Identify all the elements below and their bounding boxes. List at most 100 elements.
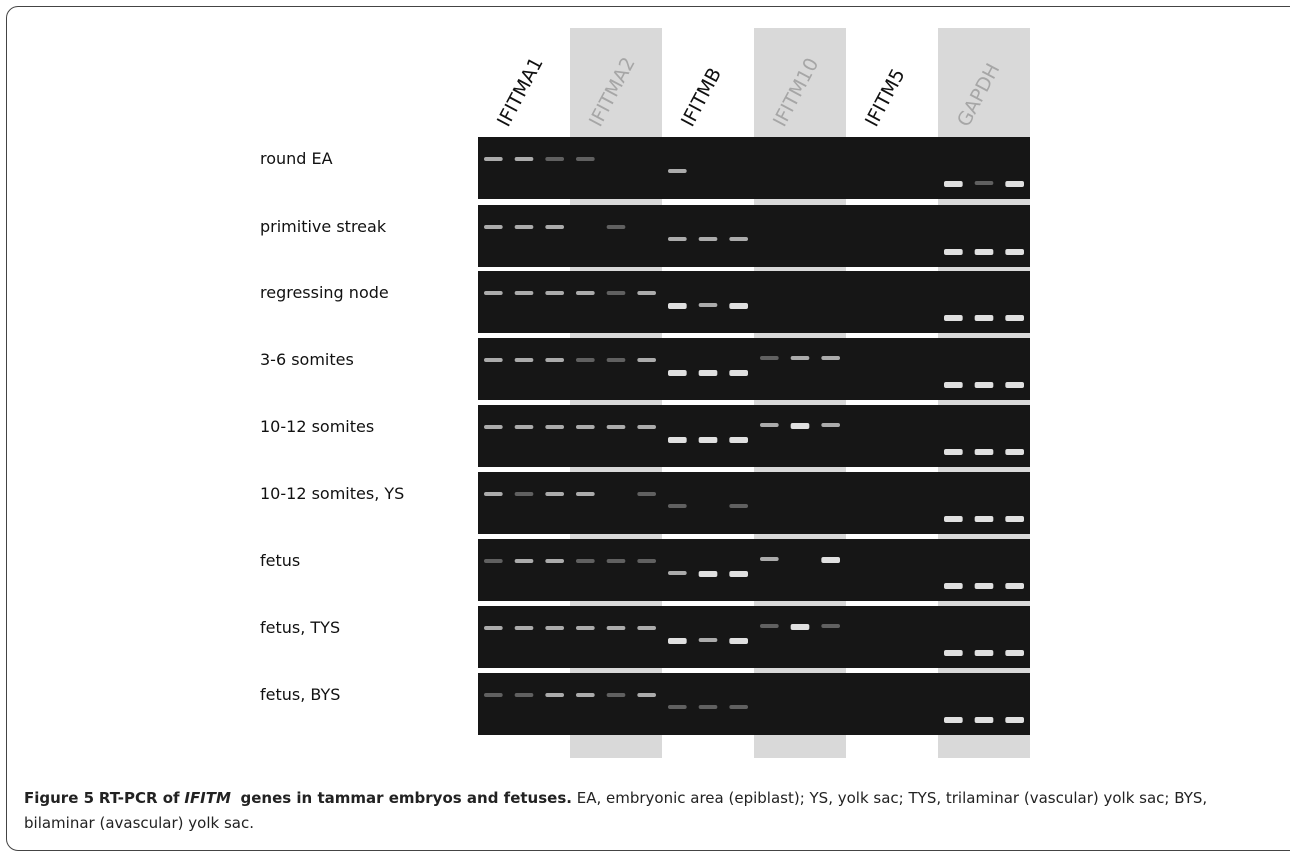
gel-band: [944, 717, 963, 723]
gel-band: [668, 638, 687, 644]
gel-band: [545, 492, 564, 496]
gel-band: [576, 492, 595, 496]
gel-band: [637, 425, 656, 429]
gel-band: [1005, 583, 1024, 589]
gel-band: [607, 693, 626, 697]
gel-band: [975, 181, 994, 185]
gel-band: [944, 249, 963, 255]
gel-band: [668, 571, 687, 575]
gel-band: [515, 693, 534, 697]
gel-row: [478, 472, 1030, 534]
gel-band: [729, 237, 748, 241]
caption: Figure 5 RT-PCR of IFITM genes in tammar…: [24, 786, 1264, 836]
gel-band: [607, 291, 626, 295]
caption-gene: IFITM: [184, 789, 231, 807]
gel-band: [1005, 382, 1024, 388]
sample-label: round EA: [260, 149, 333, 168]
gel-band: [699, 370, 718, 376]
gel-band: [607, 225, 626, 229]
gel-band: [545, 559, 564, 563]
gel-band: [975, 382, 994, 388]
caption-title-start: RT-PCR of: [99, 789, 180, 807]
gel-band: [484, 425, 503, 429]
gel-band: [699, 705, 718, 709]
gel-band: [484, 492, 503, 496]
gel-band: [760, 557, 779, 561]
gel-band: [515, 225, 534, 229]
gel-band: [821, 423, 840, 427]
gel-band: [668, 303, 687, 309]
gel-band: [1005, 516, 1024, 522]
sample-label: 10-12 somites: [260, 417, 374, 436]
gel-band: [729, 705, 748, 709]
gel-band: [821, 356, 840, 360]
gel-band: [515, 425, 534, 429]
gel-band: [576, 693, 595, 697]
gel-band: [1005, 181, 1024, 187]
gel-band: [1005, 717, 1024, 723]
gel-band: [944, 315, 963, 321]
gel-band: [975, 583, 994, 589]
gel-band: [944, 583, 963, 589]
gel-band: [545, 693, 564, 697]
gel-band: [699, 571, 718, 577]
gel-band: [545, 225, 564, 229]
gel-band: [975, 249, 994, 255]
gel-band: [484, 157, 503, 161]
gel-row: [478, 137, 1030, 199]
gel-band: [1005, 249, 1024, 255]
gel-band: [637, 358, 656, 362]
gel-band: [576, 157, 595, 161]
gel-band: [699, 638, 718, 642]
gel-band: [484, 358, 503, 362]
gel-row: [478, 405, 1030, 467]
gel-band: [668, 437, 687, 443]
gel-band: [944, 382, 963, 388]
gel-band: [975, 516, 994, 522]
gel-band: [576, 626, 595, 630]
gel-band: [668, 504, 687, 508]
gel-band: [545, 358, 564, 362]
gel-band: [607, 425, 626, 429]
gel-band: [821, 557, 840, 563]
gene-label: IFITMB: [677, 64, 726, 130]
gel-band: [729, 638, 748, 644]
gel-band: [944, 449, 963, 455]
gel-band: [699, 237, 718, 241]
gel-band: [668, 705, 687, 709]
gene-label: IFITM5: [861, 65, 910, 130]
gel-band: [576, 358, 595, 362]
gel-row: [478, 338, 1030, 400]
gel-band: [1005, 650, 1024, 656]
gel-band: [484, 693, 503, 697]
gel-band: [699, 437, 718, 443]
gel-band: [729, 303, 748, 309]
gel-band: [515, 358, 534, 362]
gel-band: [975, 315, 994, 321]
gel-band: [515, 626, 534, 630]
gel-band: [944, 516, 963, 522]
sample-label: fetus, BYS: [260, 685, 340, 704]
gel-band: [576, 559, 595, 563]
gel-band: [576, 425, 595, 429]
gel-band: [515, 559, 534, 563]
gel-band: [515, 492, 534, 496]
sample-label: 3-6 somites: [260, 350, 354, 369]
gel-band: [791, 423, 810, 429]
gel-band: [729, 571, 748, 577]
gel-band: [607, 358, 626, 362]
gel-band: [1005, 449, 1024, 455]
gel-band: [668, 169, 687, 173]
gel-band: [484, 291, 503, 295]
gel-band: [484, 225, 503, 229]
gel-band: [729, 504, 748, 508]
gel-band: [791, 356, 810, 360]
sample-label: primitive streak: [260, 217, 387, 236]
gel-band: [515, 291, 534, 295]
sample-label: 10-12 somites, YS: [260, 484, 404, 503]
gel-band: [607, 626, 626, 630]
gel-band: [637, 492, 656, 496]
gel-band: [668, 370, 687, 376]
gel-band: [729, 370, 748, 376]
